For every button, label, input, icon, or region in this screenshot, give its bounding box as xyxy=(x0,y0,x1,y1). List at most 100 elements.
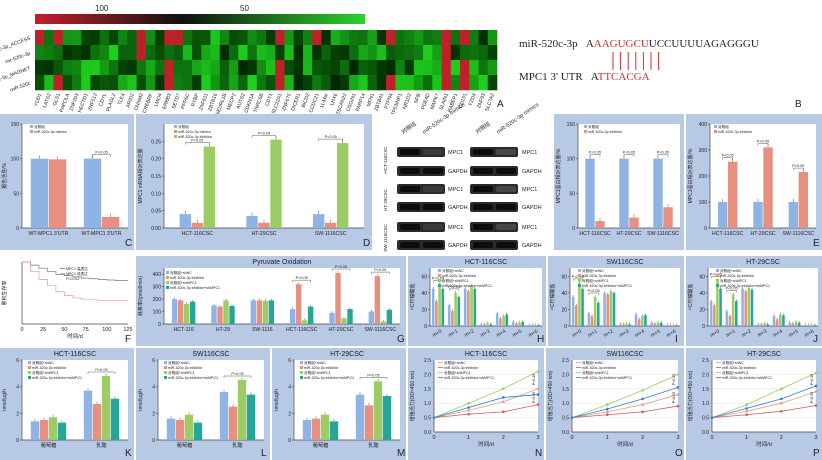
heatmap-cell xyxy=(210,75,221,91)
x-tick-label: 葡萄糖 xyxy=(177,441,193,449)
heatmap-column-label: DICER1 xyxy=(290,92,302,111)
legend-swatch xyxy=(438,274,441,277)
bar xyxy=(713,305,716,326)
heatmap-cell xyxy=(182,30,193,46)
x-tick-label: m+3 xyxy=(618,328,630,338)
bar xyxy=(641,316,644,326)
heatmap-cell xyxy=(321,45,331,61)
x-tick-label: m+4 xyxy=(495,328,507,338)
bar xyxy=(183,304,190,324)
heatmap-cell xyxy=(71,45,82,61)
legend-label: 对照组 xyxy=(718,124,729,129)
y-axis-label: 报告活性/% xyxy=(1,163,8,189)
series-line xyxy=(433,371,539,418)
heatmap-cell xyxy=(81,45,91,61)
p-value-label: P<0.05 xyxy=(432,277,444,281)
heatmap-cell xyxy=(62,60,73,76)
heatmap-column-label: LATS2 xyxy=(42,92,53,108)
y-tick-label: 300 xyxy=(699,148,708,154)
heatmap-cell xyxy=(219,75,230,91)
heatmap-cell xyxy=(284,75,295,91)
panel-h: 0 20 40 60 ¹³C柠檬酸盐 HCT-116CSC m+0 P<0.05 m+1 P<0.… xyxy=(408,256,546,346)
bar xyxy=(518,322,521,326)
heatmap-cell xyxy=(293,45,304,61)
heatmap-cell xyxy=(423,75,433,91)
heatmap-cell xyxy=(201,45,211,61)
heatmap-cell xyxy=(358,75,368,91)
p-value-label: P<0.05 xyxy=(623,151,635,155)
panel-letter: L xyxy=(261,448,267,459)
x-tick-label: m+6 xyxy=(666,328,678,338)
legend-label: miR-520c-3p inhibitor+shMPC1 xyxy=(442,284,492,288)
heatmap-column-label: GLS1 xyxy=(52,92,62,106)
y-axis-label: 耗氧率/(pmol/min) xyxy=(137,276,144,316)
heatmap-cell xyxy=(155,30,165,46)
blot-band xyxy=(400,149,420,155)
x-tick-label: HCT-116CSC xyxy=(712,231,744,237)
bar xyxy=(804,325,807,326)
data-point xyxy=(780,401,783,405)
heatmap-cell xyxy=(339,30,350,46)
chart-title: HCT-116CSC xyxy=(465,351,507,358)
heatmap-cell xyxy=(164,60,174,76)
series-line xyxy=(571,405,679,418)
heatmap-cell xyxy=(330,75,341,91)
legend-label: miR-520c-3p mimics xyxy=(34,130,67,134)
heatmap-cell xyxy=(238,30,248,46)
p-value-label: P<0.05 xyxy=(374,268,386,272)
data-point xyxy=(814,404,818,407)
legend-label: 对照组+shMPC1 xyxy=(582,370,609,375)
bar xyxy=(593,297,597,326)
bar xyxy=(312,214,325,228)
x-tick-label: m+0 xyxy=(709,328,721,338)
data-point xyxy=(676,386,680,389)
x-tick-label: HCT-116CSC xyxy=(182,231,214,237)
heatmap-cell xyxy=(312,60,322,76)
heatmap-cell xyxy=(478,30,489,46)
bar xyxy=(177,300,184,324)
heatmap-cell xyxy=(173,45,184,61)
heatmap-cell xyxy=(53,60,64,76)
legend-label: 对照组+shNC xyxy=(170,270,192,275)
legend-label: 对照组+shNC xyxy=(720,268,742,273)
bar xyxy=(585,158,595,228)
x-tick-label: 50 xyxy=(61,327,67,333)
heatmap-cells xyxy=(35,30,498,91)
heatmap-cell xyxy=(395,45,405,61)
y-tick-label: 400 xyxy=(153,272,162,278)
data-point xyxy=(536,403,540,406)
y-tick-label: 100 xyxy=(153,310,162,316)
heatmap-cell xyxy=(62,75,73,91)
y-tick-label: 2.0 xyxy=(562,372,569,378)
bar xyxy=(725,311,729,326)
significance-bracket xyxy=(185,142,210,145)
bar xyxy=(57,422,67,440)
significance-bracket xyxy=(589,154,601,157)
heatmap-cell xyxy=(404,45,415,61)
heatmap-cell xyxy=(321,60,331,76)
panel-l: 0 2 4 6 nmol/μg/h SW116CSC 葡萄糖 乳酸 P<0.05 对照组+shNC… xyxy=(136,348,270,460)
heatmap-column-label: BICD2 xyxy=(301,92,312,108)
x-tick-label: 乳酸 xyxy=(368,441,379,449)
y-tick-label: 100 xyxy=(567,157,576,163)
heatmap-cell xyxy=(376,60,387,76)
heatmap-column-label: AUTS2 xyxy=(236,92,247,109)
heatmap-cell xyxy=(321,75,331,91)
blot-row-label: MPC1 xyxy=(522,187,537,193)
x-tick-label: m+1 xyxy=(587,328,599,338)
x-tick-label: 3 xyxy=(814,435,817,441)
heatmap-cell xyxy=(450,60,461,76)
heatmap-column-label: SLAIN1 xyxy=(439,92,451,110)
data-point xyxy=(641,410,644,414)
legend-label: miR-520c-3p inhibitor xyxy=(718,130,753,134)
bar xyxy=(659,322,663,326)
bar xyxy=(628,324,631,326)
legend-swatch xyxy=(438,269,441,272)
bar xyxy=(467,291,470,326)
heatmap-cell xyxy=(155,60,165,76)
legend-label: miR-520c-3p inhibitor xyxy=(442,274,477,278)
bar xyxy=(810,325,813,326)
heatmap-cell xyxy=(192,45,202,61)
legend-swatch xyxy=(714,125,717,128)
bar xyxy=(470,286,473,326)
